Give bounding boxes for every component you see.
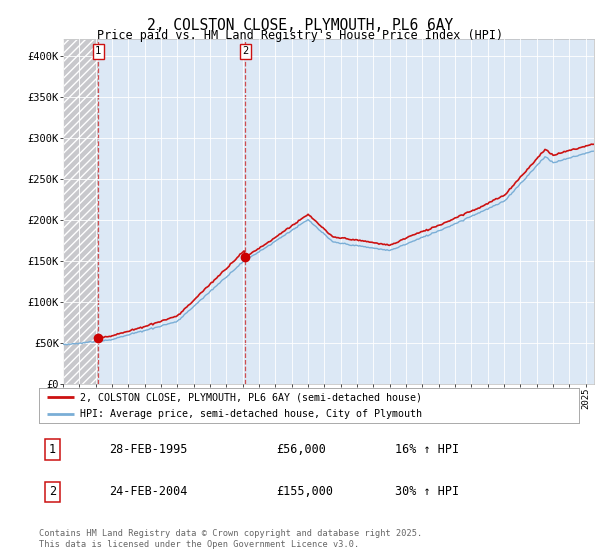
Text: £56,000: £56,000 (277, 443, 326, 456)
Bar (63, 39, 98, 384)
Text: 2, COLSTON CLOSE, PLYMOUTH, PL6 6AY (semi-detached house): 2, COLSTON CLOSE, PLYMOUTH, PL6 6AY (sem… (79, 393, 421, 403)
Text: £155,000: £155,000 (277, 485, 334, 498)
Text: 2, COLSTON CLOSE, PLYMOUTH, PL6 6AY: 2, COLSTON CLOSE, PLYMOUTH, PL6 6AY (147, 18, 453, 33)
Text: 24-FEB-2004: 24-FEB-2004 (109, 485, 188, 498)
Text: 1: 1 (49, 443, 56, 456)
Text: 2: 2 (49, 485, 56, 498)
Bar (98, 39, 245, 384)
Text: HPI: Average price, semi-detached house, City of Plymouth: HPI: Average price, semi-detached house,… (79, 409, 421, 419)
Text: 2: 2 (242, 46, 248, 57)
Text: Price paid vs. HM Land Registry's House Price Index (HPI): Price paid vs. HM Land Registry's House … (97, 29, 503, 41)
Text: 16% ↑ HPI: 16% ↑ HPI (395, 443, 460, 456)
Text: 30% ↑ HPI: 30% ↑ HPI (395, 485, 460, 498)
Text: Contains HM Land Registry data © Crown copyright and database right 2025.
This d: Contains HM Land Registry data © Crown c… (39, 529, 422, 549)
Text: 28-FEB-1995: 28-FEB-1995 (109, 443, 188, 456)
Text: 1: 1 (95, 46, 101, 57)
